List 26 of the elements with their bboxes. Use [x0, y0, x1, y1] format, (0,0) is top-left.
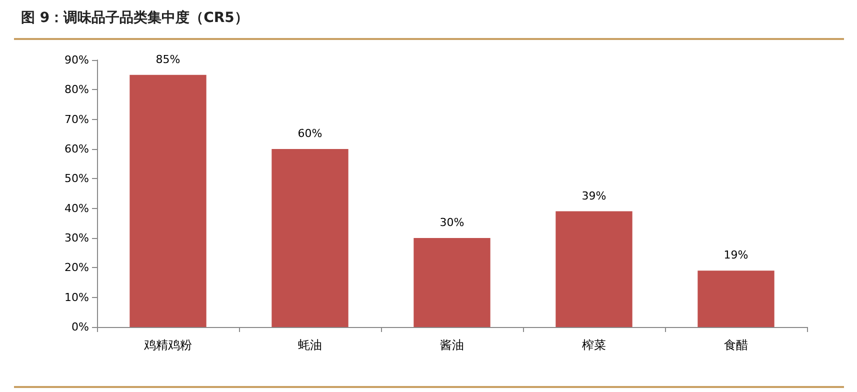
y-tick-label: 70%: [64, 112, 89, 126]
y-tick-label: 50%: [64, 172, 89, 186]
data-label: 60%: [298, 127, 322, 140]
data-label: 85%: [156, 52, 180, 66]
x-tick-label: 酱油: [440, 338, 464, 352]
y-tick-label: 60%: [64, 142, 89, 156]
x-tick-label: 榨菜: [582, 338, 606, 352]
bar: [272, 149, 348, 327]
x-tick-label: 食醋: [724, 338, 748, 352]
bar: [414, 238, 490, 327]
y-tick-label: 80%: [64, 83, 89, 96]
y-tick-label: 0%: [72, 320, 89, 334]
y-tick-label: 90%: [64, 54, 89, 66]
y-tick-label: 10%: [64, 290, 89, 304]
bar: [130, 74, 206, 327]
y-tick-label: 20%: [64, 261, 89, 274]
bar: [556, 211, 632, 327]
data-label: 30%: [440, 216, 464, 229]
bar: [698, 270, 774, 327]
data-label: 19%: [724, 248, 748, 262]
data-label: 39%: [582, 189, 606, 202]
chart-title: 图 9：调味品子品类集中度（CR5）: [21, 9, 248, 26]
x-tick-label: 蚝油: [298, 338, 322, 352]
y-tick-label: 30%: [64, 232, 89, 244]
x-tick-label: 鸡精鸡粉: [143, 338, 192, 352]
y-tick-label: 40%: [64, 202, 89, 215]
